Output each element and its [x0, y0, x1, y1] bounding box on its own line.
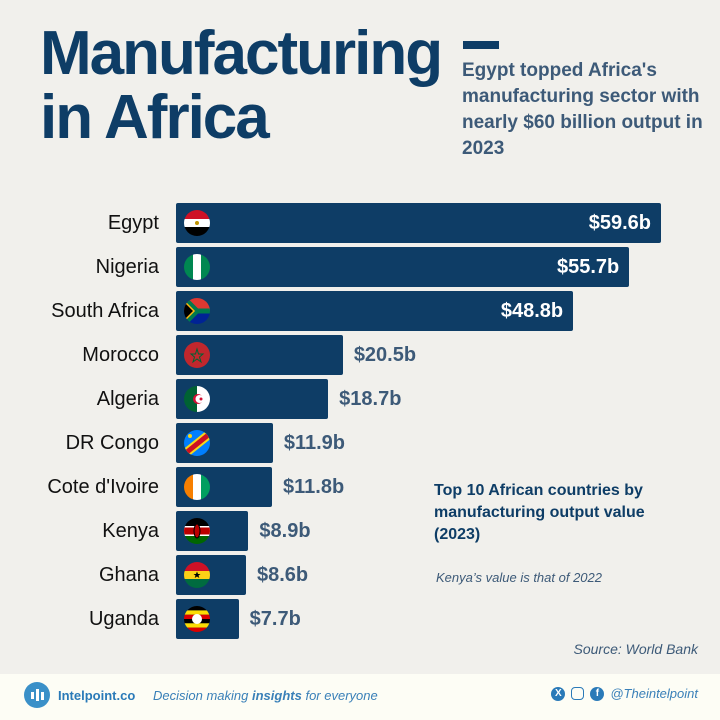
value-label: $8.6b: [256, 564, 309, 586]
value-label: $11.9b: [283, 432, 345, 454]
category-label: DR Congo: [65, 432, 159, 454]
cote-divoire-flag-icon: [184, 474, 210, 500]
category-label: Egypt: [107, 212, 159, 234]
bar: [176, 379, 329, 419]
value-label: $20.5b: [353, 344, 417, 366]
value-label: $48.8b: [500, 300, 564, 322]
category-label: Kenya: [102, 520, 159, 542]
page-title: Manufacturing in Africa: [40, 19, 443, 152]
intelpoint-logo-icon: [24, 682, 50, 708]
nigeria-flag-icon: [184, 254, 210, 280]
value-label: $59.6b: [588, 212, 651, 234]
bar-row-ghana: Ghana $8.6b: [0, 555, 720, 595]
bar-row-nigeria: Nigeria $55.7b: [0, 247, 720, 287]
value-label: $18.7b: [339, 388, 402, 410]
facebook-icon[interactable]: f: [590, 686, 605, 701]
bar-row-dr-congo: DR Congo $11.9b: [0, 423, 720, 463]
category-label: Nigeria: [95, 256, 159, 278]
bar: [176, 511, 249, 551]
ghana-flag-icon: [184, 562, 210, 588]
bar-row-cote-d-ivoire: Cote d'Ivoire $11.8b: [0, 467, 720, 507]
bar-row-kenya: Kenya $8.9b: [0, 511, 720, 551]
chart-description: Top 10 African countries by manufacturin…: [434, 482, 645, 543]
algeria-flag-icon: [184, 386, 210, 412]
bar: [176, 203, 661, 243]
kenya-flag-icon: [184, 518, 210, 544]
bar: [176, 247, 630, 287]
category-label: Cote d'Ivoire: [47, 476, 159, 498]
footer: Intelpoint.co Decision making insights f…: [0, 674, 720, 720]
category-label: Morocco: [82, 344, 159, 366]
social-links: X f @Theintelpoint: [551, 686, 698, 701]
bar-row-morocco: Morocco $20.5b: [0, 335, 720, 375]
uganda-flag-icon: [184, 606, 210, 632]
value-label: $8.9b: [259, 520, 311, 542]
category-label: Ghana: [98, 564, 159, 586]
bar: [176, 599, 239, 639]
dr-congo-flag-icon: [184, 430, 210, 456]
x-icon[interactable]: X: [551, 686, 566, 701]
bar-row-algeria: Algeria $18.7b: [0, 379, 720, 419]
south-africa-flag-icon: [184, 298, 210, 324]
chart-note: Kenya’s value is that of 2022: [436, 570, 602, 585]
category-label: South Africa: [51, 300, 159, 322]
bar-row-south-africa: South Africa $48.8b: [0, 291, 720, 331]
brand-name[interactable]: Intelpoint.co: [58, 688, 136, 703]
value-label: $11.8b: [283, 476, 345, 498]
morocco-flag-icon: [184, 342, 210, 368]
bar-row-egypt: Egypt $59.6b: [0, 203, 720, 243]
category-label: Uganda: [88, 608, 159, 630]
accent-bar: [463, 41, 499, 49]
bar: [176, 291, 574, 331]
subtitle: Egypt topped Africa's manufacturing sect…: [462, 60, 703, 159]
instagram-icon[interactable]: [571, 687, 585, 700]
source: Source: World Bank: [573, 641, 699, 657]
bar: [176, 335, 343, 375]
tagline: Decision making insights for everyone: [153, 688, 378, 703]
value-label: $55.7b: [557, 256, 620, 278]
category-label: Algeria: [96, 388, 159, 410]
value-label: $7.7b: [249, 608, 301, 630]
bar-row-uganda: Uganda $7.7b: [0, 599, 720, 639]
social-handle[interactable]: @Theintelpoint: [610, 686, 698, 701]
bar: [176, 555, 246, 595]
bar: [176, 423, 273, 463]
egypt-flag-icon: [184, 210, 210, 236]
bar: [176, 467, 273, 507]
